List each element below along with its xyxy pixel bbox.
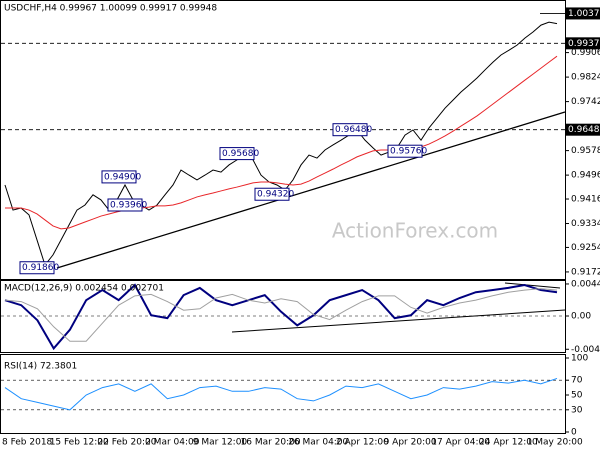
annotation-box — [101, 170, 137, 184]
annotation-box — [387, 144, 423, 158]
annotation-box — [219, 147, 255, 161]
annotation-label: 0.94900 — [104, 172, 141, 182]
annotation-box — [332, 123, 368, 137]
watermark: ActionForex.com — [332, 219, 498, 243]
level-box — [566, 7, 600, 20]
annotation-box — [107, 198, 143, 212]
y-tick-label: 70 — [571, 376, 583, 386]
y-tick-label: 50 — [571, 391, 583, 401]
panel-title: RSI(14) 72.3801 — [4, 362, 77, 372]
x-tick-label: 24 Apr 12:00 — [479, 438, 538, 448]
annotation-label: 0.96480 — [335, 125, 372, 135]
annotation-label: 0.91860 — [22, 263, 59, 273]
macd-trendline — [504, 282, 561, 289]
panel-title: MACD(12,26,9) 0.002454 0.002701 — [4, 284, 164, 294]
annotation-label: 0.95760 — [390, 147, 427, 157]
x-tick-label: 2 Apr 12:00 — [336, 438, 389, 448]
x-tick-label: 9 Mar 12:00 — [193, 438, 248, 448]
trendline — [56, 111, 566, 269]
annotation-label: 0.95680 — [222, 149, 259, 159]
series-line — [4, 21, 558, 267]
level-box — [566, 123, 600, 136]
series-line — [4, 288, 558, 342]
x-tick-label: 2 Mar 04:00 — [145, 438, 200, 448]
macd-trendline — [231, 309, 566, 333]
series-line — [4, 283, 558, 351]
series-line — [4, 377, 558, 411]
x-tick-label: 9 Apr 20:00 — [384, 438, 437, 448]
x-tick-label: 16 Mar 20:00 — [241, 438, 301, 448]
x-tick-label: 1 May 20:00 — [527, 438, 583, 448]
x-tick-label: 15 Feb 12:00 — [50, 438, 109, 448]
annotation-label: 0.93960 — [110, 200, 147, 210]
y-tick-label: 100 — [571, 354, 588, 364]
annotation-label: 0.94320 — [257, 190, 294, 200]
annotation-box — [254, 187, 290, 201]
y-tick-label: 0.00 — [571, 312, 591, 322]
y-tick-label: 30 — [571, 405, 583, 415]
y-tick-label: 0.91720 — [571, 267, 600, 277]
y-tick-label: -0.00462 — [571, 345, 600, 355]
x-tick-label: 8 Feb 2018 — [2, 438, 53, 448]
series-line — [5, 55, 558, 230]
panel-title: USDCHF,H4 0.99967 1.00099 0.99917 0.9994… — [4, 4, 217, 14]
y-tick-label: 0 — [571, 428, 577, 438]
y-tick-label: 0.00445 — [571, 279, 600, 289]
annotation-box — [19, 261, 55, 275]
x-tick-label: 17 Apr 04:00 — [431, 438, 490, 448]
price-panel — [0, 0, 566, 280]
x-tick-label: 26 Mar 04:00 — [288, 438, 348, 448]
x-tick-label: 22 Feb 20:00 — [97, 438, 156, 448]
rsi-panel — [0, 354, 566, 434]
level-box — [566, 37, 600, 50]
level-label: 0.96480 — [568, 125, 600, 135]
